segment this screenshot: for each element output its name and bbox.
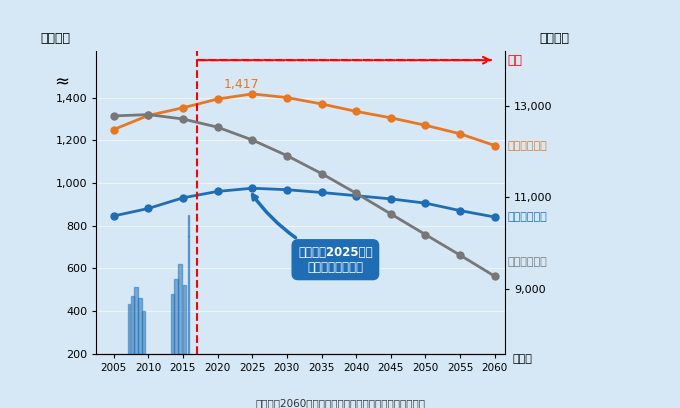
Text: 予測: 予測 xyxy=(507,54,522,67)
Text: ≈: ≈ xyxy=(54,73,69,91)
Bar xyxy=(178,264,182,354)
Text: 東京都・全体: 東京都・全体 xyxy=(507,140,547,151)
Bar xyxy=(183,285,186,354)
Bar xyxy=(171,294,174,354)
Text: 出典：「2060年までの東京の推計」、東京都政策企画局: 出典：「2060年までの東京の推計」、東京都政策企画局 xyxy=(255,398,425,408)
Text: （万人）: （万人） xyxy=(40,31,71,44)
Text: （年）: （年） xyxy=(512,354,532,364)
Text: 1,417: 1,417 xyxy=(224,78,260,91)
Bar xyxy=(138,298,141,354)
Text: 東京都・区部: 東京都・区部 xyxy=(507,212,547,222)
Bar xyxy=(142,311,145,354)
Bar xyxy=(128,304,130,354)
Text: 都内でも2025年を
ピークに人口減少: 都内でも2025年を ピークに人口減少 xyxy=(252,195,373,274)
Text: 全国（右軸）: 全国（右軸） xyxy=(507,257,547,267)
Bar xyxy=(131,296,133,354)
Bar xyxy=(134,287,137,354)
Bar xyxy=(174,279,177,354)
Text: （万人）: （万人） xyxy=(539,31,569,44)
Bar xyxy=(188,236,189,354)
